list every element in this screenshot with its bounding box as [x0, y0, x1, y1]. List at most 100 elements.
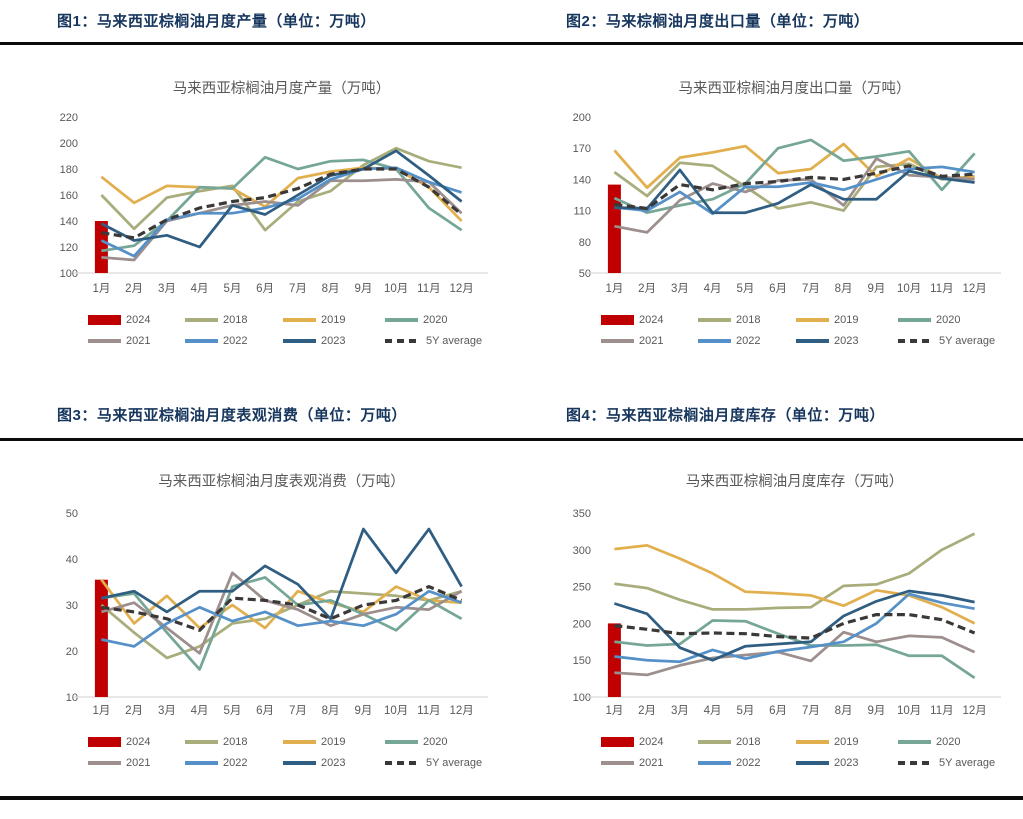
legend-label: 2022 — [223, 757, 248, 769]
legend-swatch-2021 — [88, 339, 121, 343]
x-tick-label: 8月 — [322, 705, 340, 717]
legend-label: 2024 — [126, 314, 151, 326]
legend-label: 2020 — [423, 314, 448, 326]
legend-swatch-2021 — [601, 339, 634, 343]
line-2020 — [614, 619, 976, 680]
legend-label: 5Y average — [426, 335, 483, 347]
legend-item-2018: 2018 — [185, 314, 283, 326]
legend-item-2020: 2020 — [385, 736, 498, 748]
y-tick-label: 200 — [573, 618, 591, 630]
x-tick-label: 8月 — [322, 283, 340, 295]
line-5Y-average — [614, 164, 975, 211]
x-tick-label: 1月 — [92, 705, 110, 717]
legend-swatch-2019 — [283, 318, 316, 322]
inventory-chart-canvas: 马来西亚棕榈油月度库存（万吨） 100 150 200 250 300 350 1月 2月 3月 4… — [541, 452, 1023, 729]
legend-item-2023: 2023 — [283, 335, 385, 347]
legend-swatch-2020 — [385, 740, 418, 744]
inventory-chart-legend: 2024 2018 2019 2020 2021 2022 2023 5Y average — [601, 736, 1011, 769]
legend-swatch-2019 — [796, 318, 829, 322]
legend-swatch-2023 — [796, 761, 829, 765]
legend-label: 2019 — [321, 314, 346, 326]
y-tick-label: 80 — [579, 237, 591, 249]
y-tick-label: 30 — [66, 600, 78, 612]
x-tick-label: 12月 — [962, 283, 986, 295]
legend-item-2022: 2022 — [698, 335, 796, 347]
legend-item-5Y-average: 5Y average — [385, 757, 498, 769]
legend-swatch-2019 — [796, 740, 829, 744]
legend-item-2021: 2021 — [601, 757, 698, 769]
x-tick-label: 1月 — [605, 283, 623, 295]
x-tick-label: 10月 — [384, 705, 408, 717]
x-tick-label: 1月 — [92, 283, 110, 295]
legend-item-2024: 2024 — [88, 736, 185, 748]
legend-item-2018: 2018 — [185, 736, 283, 748]
legend-label: 2024 — [639, 314, 664, 326]
legend-item-2022: 2022 — [185, 757, 283, 769]
line-2023 — [100, 149, 463, 249]
legend-label: 2023 — [834, 757, 859, 769]
legend-swatch-2019 — [283, 740, 316, 744]
legend-item-2018: 2018 — [698, 314, 796, 326]
line-2022 — [101, 589, 463, 648]
y-tick-label: 10 — [66, 692, 78, 704]
x-tick-label: 2月 — [638, 283, 656, 295]
legend-item-2023: 2023 — [283, 757, 385, 769]
y-tick-label: 170 — [573, 143, 591, 155]
legend-swatch-5Y-average — [385, 339, 421, 343]
legend-swatch-2024 — [88, 315, 121, 325]
legend-item-2019: 2019 — [283, 314, 385, 326]
legend-label: 2023 — [321, 757, 346, 769]
legend-item-2021: 2021 — [88, 335, 185, 347]
x-tick-label: 9月 — [354, 283, 372, 295]
y-tick-label: 160 — [60, 190, 78, 202]
x-tick-label: 5月 — [223, 705, 241, 717]
legend-item-2019: 2019 — [796, 736, 898, 748]
legend-swatch-2022 — [698, 761, 731, 765]
x-tick-label: 6月 — [769, 705, 787, 717]
x-tick-label: 4月 — [191, 705, 209, 717]
figure1-title: 图1：马来西亚棕榈油月度产量（单位：万吨） — [57, 13, 376, 30]
legend-swatch-2023 — [283, 339, 316, 343]
y-tick-label: 20 — [66, 646, 78, 658]
x-tick-label: 11月 — [930, 705, 953, 717]
y-tick-label: 300 — [573, 545, 591, 557]
legend-label: 2021 — [639, 335, 664, 347]
legend-label: 2019 — [834, 314, 859, 326]
y-tick-label: 140 — [60, 216, 78, 228]
legend-swatch-2018 — [185, 740, 218, 744]
legend-swatch-2021 — [601, 761, 634, 765]
legend-item-2018: 2018 — [698, 736, 796, 748]
bar-2024 — [94, 221, 108, 273]
x-tick-label: 4月 — [704, 283, 722, 295]
legend-label: 2019 — [834, 736, 859, 748]
x-tick-label: 12月 — [449, 705, 473, 717]
y-tick-label: 100 — [60, 268, 78, 280]
x-tick-label: 11月 — [417, 705, 440, 717]
legend-item-2021: 2021 — [88, 757, 185, 769]
legend-item-2020: 2020 — [898, 736, 1011, 748]
line-2023 — [101, 527, 463, 621]
chart-title: 马来西亚棕榈油月度表观消费（万吨） — [158, 473, 405, 490]
legend-item-2020: 2020 — [385, 314, 498, 326]
legend-label: 2024 — [639, 736, 664, 748]
x-tick-label: 11月 — [417, 283, 440, 295]
x-tick-label: 3月 — [671, 283, 689, 295]
production-chart-legend: 2024 2018 2019 2020 2021 2022 2023 5Y average — [88, 314, 498, 347]
x-tick-label: 6月 — [769, 283, 787, 295]
x-tick-label: 7月 — [802, 705, 820, 717]
legend-item-2023: 2023 — [796, 335, 898, 347]
legend-label: 2020 — [936, 314, 961, 326]
y-tick-label: 200 — [60, 138, 78, 150]
line-2018 — [614, 532, 976, 611]
y-tick-label: 120 — [60, 242, 78, 254]
legend-swatch-2022 — [698, 339, 731, 343]
legend-label: 2020 — [936, 736, 961, 748]
legend-swatch-2020 — [898, 740, 931, 744]
legend-label: 2024 — [126, 736, 151, 748]
line-2018 — [100, 589, 462, 660]
legend-item-2024: 2024 — [601, 314, 698, 326]
line-5Y-average — [101, 167, 463, 240]
legend-label: 2021 — [639, 757, 664, 769]
x-tick-label: 6月 — [256, 705, 274, 717]
legend-swatch-2018 — [185, 318, 218, 322]
